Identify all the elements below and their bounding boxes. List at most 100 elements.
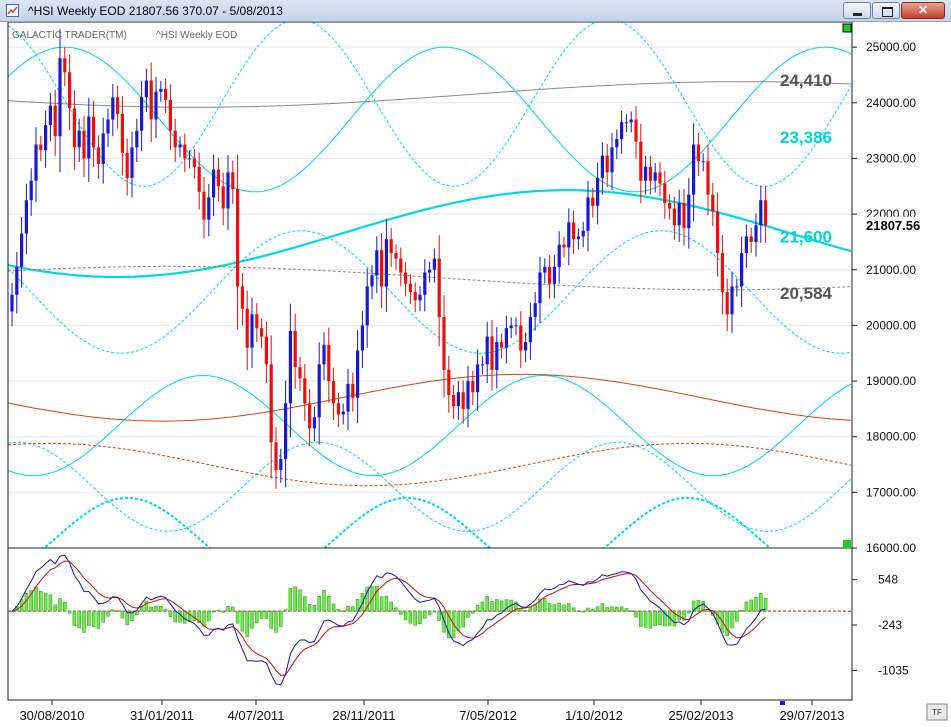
osc-histogram-bar (456, 610, 461, 632)
candle-body (39, 144, 43, 151)
candle-body (260, 328, 264, 337)
candle-body (668, 202, 672, 209)
osc-histogram-bar (317, 596, 321, 612)
candle-body (476, 364, 480, 393)
candle-body (336, 403, 340, 415)
candle-body (528, 317, 532, 343)
candle-body (192, 158, 196, 167)
osc-histogram-bar (231, 606, 235, 612)
candle-body (53, 105, 57, 137)
candle-body (120, 113, 124, 153)
candle-body (629, 119, 633, 123)
osc-histogram-bar (739, 610, 744, 612)
maximize-button[interactable] (872, 2, 900, 19)
osc-histogram-bar (629, 610, 633, 612)
osc-histogram-bar (461, 610, 465, 628)
osc-histogram-bar (480, 601, 485, 612)
osc-histogram-bar (687, 610, 691, 614)
candle-body (168, 100, 172, 131)
candle-body (125, 152, 129, 178)
maximize-icon (882, 7, 893, 17)
y-tick-label: 25000.00 (866, 40, 916, 54)
osc-y-tick-label: -243 (878, 618, 902, 632)
osc-histogram-bar (653, 610, 657, 626)
tf-button[interactable] (926, 703, 948, 721)
osc-histogram-bar (82, 610, 86, 633)
bottom-scroll-marker[interactable] (843, 540, 851, 548)
candle-body (672, 208, 676, 226)
candle-body (327, 344, 331, 382)
osc-histogram-bar (235, 610, 240, 624)
candle-body (562, 244, 566, 248)
minimize-button[interactable] (843, 2, 871, 19)
osc-histogram-bar (120, 610, 125, 619)
window-title: ^HSI Weekly EOD 21807.56 370.07 - 5/08/2… (28, 4, 283, 18)
osc-histogram-bar (283, 609, 288, 612)
osc-y-tick-label: -1035 (878, 663, 909, 677)
candle-body (399, 258, 403, 273)
candle-body (231, 172, 235, 190)
chart-canvas[interactable]: 16000.00 17000.00 18000.00 19000.00 20000.00… (0, 22, 951, 727)
osc-histogram-bar (418, 610, 422, 625)
top-scroll-marker[interactable] (842, 23, 852, 33)
candle-body (389, 239, 393, 254)
candle-body (581, 230, 585, 237)
x-tick-label: 31/01/2011 (130, 708, 194, 723)
osc-histogram-bar (312, 604, 317, 612)
osc-histogram-bar (763, 597, 768, 612)
osc-histogram-bar (514, 601, 518, 612)
cycle-cyan-mid-dash (8, 230, 852, 354)
osc-histogram-bar (159, 605, 163, 612)
osc-histogram-bar (322, 590, 326, 612)
osc-histogram-bar (591, 609, 595, 612)
candle-body (10, 294, 14, 312)
osc-histogram-bar (192, 610, 197, 622)
candle-body (418, 294, 422, 301)
candle-body (202, 191, 206, 220)
candle-body (759, 200, 763, 226)
candle-body (605, 155, 609, 173)
osc-histogram-bar (547, 603, 552, 612)
osc-histogram-bar (595, 606, 600, 612)
osc-signal-line (11, 560, 766, 676)
x-tick-label: 28/11/2011 (332, 708, 395, 723)
osc-histogram-bar (648, 610, 653, 629)
osc-histogram-bar (744, 601, 749, 612)
close-button[interactable]: ✕ (901, 2, 945, 19)
osc-histogram-bar (485, 596, 489, 612)
date-cursor-marker[interactable] (780, 701, 785, 705)
osc-histogram-bar (557, 602, 561, 612)
candle-body (15, 266, 19, 295)
candle-body (77, 130, 81, 148)
candle-body (764, 200, 768, 226)
candle-body (236, 189, 240, 287)
candle-body (735, 286, 739, 288)
osc-histogram-bar (154, 605, 158, 612)
osc-histogram-bar (672, 610, 677, 627)
osc-histogram-bar (135, 610, 139, 616)
osc-histogram-bar (413, 610, 417, 626)
osc-histogram-bar (58, 598, 62, 612)
level-label: 20,584 (780, 284, 833, 303)
candle-body (639, 141, 643, 181)
candle-body (610, 147, 614, 173)
candle-body (591, 197, 595, 206)
osc-histogram-bar (303, 596, 307, 612)
candle-body (596, 177, 600, 206)
osc-histogram-bar (298, 589, 302, 612)
candle-body (447, 369, 451, 395)
candle-body (82, 130, 86, 159)
candle-body (245, 308, 249, 348)
oscillator-panel (8, 554, 852, 686)
osc-histogram-bar (663, 610, 667, 627)
candle-body (557, 244, 561, 267)
osc-histogram-bar (77, 610, 81, 629)
osc-histogram-bar (336, 609, 341, 612)
candle-body (716, 211, 720, 254)
candle-body (106, 119, 110, 134)
candle-body (178, 144, 182, 148)
candlesticks (10, 29, 768, 489)
candle-body (375, 250, 379, 276)
candle-body (740, 253, 744, 287)
osc-histogram-bar (106, 610, 110, 617)
